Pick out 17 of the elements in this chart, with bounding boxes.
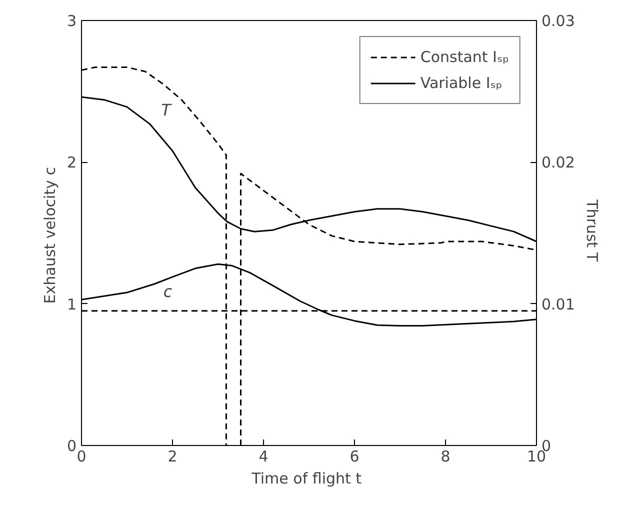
y2-tick-label: 0.02 — [542, 154, 575, 172]
annotation: T — [161, 100, 172, 120]
x-tick-label: 4 — [258, 448, 268, 466]
x-tick-label: 8 — [440, 448, 450, 466]
x-axis-title: Time of flight t — [250, 470, 362, 488]
y-tick-label: 1 — [66, 295, 77, 314]
y2-axis-title: Thrust T — [582, 198, 601, 262]
legend-label: Variable Iₛₚ — [420, 74, 502, 92]
y-axis-title: Exhaust velocity c — [40, 167, 59, 304]
y2-tick-label: 0.03 — [542, 12, 575, 30]
y-tick-label: 3 — [66, 12, 77, 30]
x-tick-label: 6 — [350, 448, 360, 466]
y2-tick-label: 0.01 — [542, 295, 575, 314]
y-tick-label: 2 — [66, 154, 77, 172]
legend-label: Constant Iₛₚ — [420, 48, 509, 66]
annotation: c — [163, 282, 172, 301]
x-tick-label: 2 — [168, 448, 178, 466]
